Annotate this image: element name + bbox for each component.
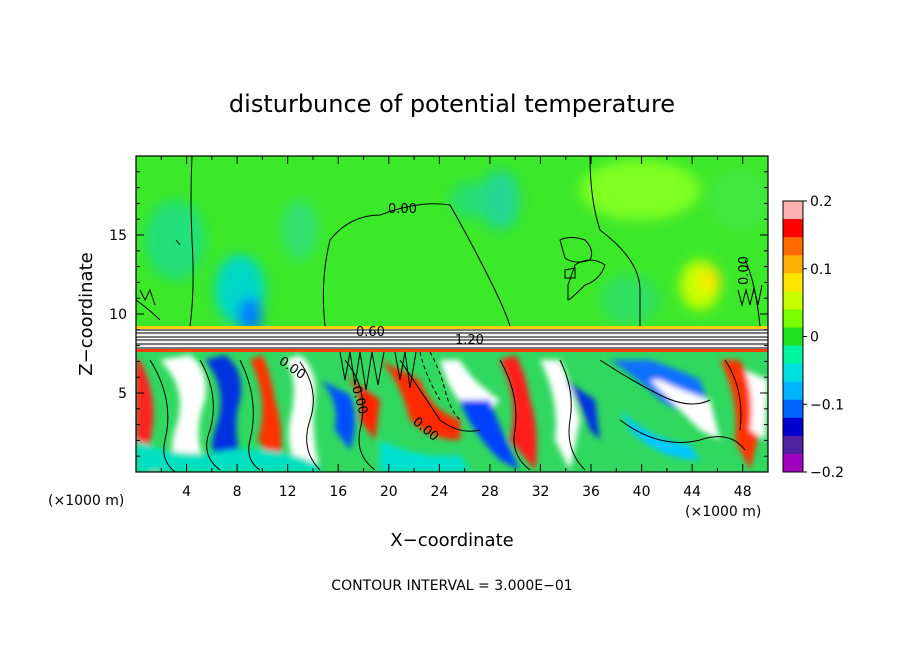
x-tick-label: 44 [683,484,701,500]
colorbar-swatch [783,417,803,437]
colorbar-tick-label: 0.1 [810,262,832,278]
x-axis-ticks: 4 8 12 16 20 24 28 32 36 40 44 48 [160,156,752,500]
colorbar-swatch [783,327,803,347]
lower-layer-field [136,355,768,472]
x-tick-label: 40 [633,484,651,500]
colorbar-swatch [783,201,803,220]
colorbar-swatch [783,273,803,292]
x-tick-label: 12 [279,484,297,500]
colorbar-tick-label: 0 [810,330,819,346]
colorbar-tick-label: −0.1 [810,397,844,413]
x-tick-label: 20 [380,484,398,500]
contour-label: 0.00 [348,384,370,416]
colorbar-swatch [783,237,803,256]
contour-label: 0.00 [737,256,752,285]
colorbar-swatch [783,453,803,473]
x-axis-label: X−coordinate [390,530,513,551]
colorbar-ticks: 0.2 0.1 0 −0.1 −0.2 [803,194,844,481]
x-tick-label: 16 [329,484,347,500]
x-tick-label: 24 [430,484,448,500]
colorbar-tick-label: 0.2 [810,194,832,210]
contour-label: 1.20 [455,333,484,348]
upper-layer-field [145,160,768,333]
x-tick-label: 32 [532,484,550,500]
colorbar-swatch [783,381,803,401]
contour-label: 0.60 [356,325,385,340]
y-tick-label: 15 [109,228,127,244]
upper-layer-contours [136,156,763,327]
colorbar-tick-label: −0.2 [810,465,844,481]
colorbar-swatch [783,291,803,310]
colorbar-swatch [783,363,803,383]
y-tick-label: 5 [118,386,127,402]
colorbar-swatch [783,345,803,365]
lower-layer-contours [149,351,746,472]
contour-interval-note: CONTOUR INTERVAL = 3.000E−01 [331,578,572,594]
colorbar-swatch [783,255,803,274]
x-tick-label: 8 [233,484,242,500]
plot-area: 0.00 0.60 1.20 0.00 0.00 0.00 0.00 [136,156,768,472]
y-axis-label: Z−coordinate [76,252,97,375]
x-tick-label: 36 [582,484,600,500]
y-tick-label: 10 [109,307,127,323]
chart-title: disturbunce of potential temperature [229,90,675,118]
x-tick-label: 28 [481,484,499,500]
x-tick-label: 4 [182,484,191,500]
colorbar-swatch [783,219,803,238]
y-axis-ticks: 5 10 15 [109,171,768,457]
x-axis-unit: (×1000 m) [48,493,124,509]
colorbar-swatch [783,399,803,419]
colorbar [782,200,804,473]
colorbar-swatch [783,435,803,455]
x-tick-label: 48 [734,484,752,500]
contour-label: 0.00 [388,202,417,217]
stable-layer-contours [136,329,768,349]
colorbar-swatch [783,309,803,328]
x-axis-unit-right: (×1000 m) [685,504,761,520]
